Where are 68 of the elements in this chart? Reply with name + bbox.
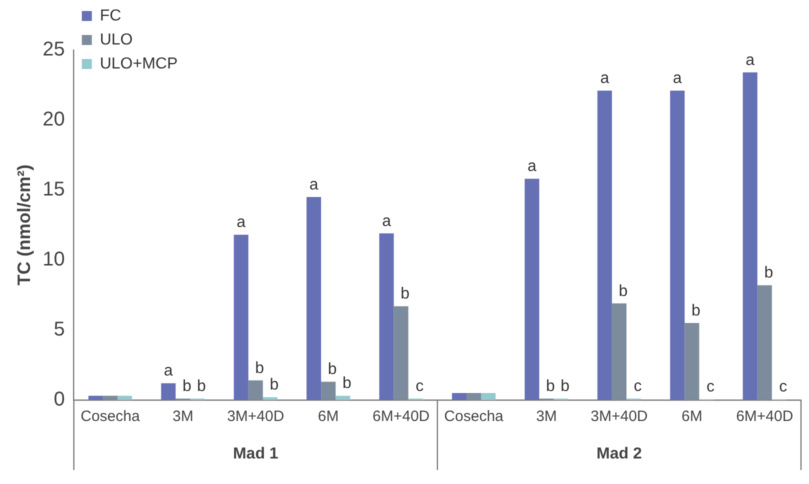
- data-label: b: [691, 302, 700, 320]
- bar: [234, 234, 248, 400]
- text: Mad 2: [596, 445, 642, 462]
- data-label: a: [672, 70, 682, 88]
- data-label: b: [618, 282, 628, 300]
- bar: [117, 396, 132, 400]
- x-tick-label: 6M: [682, 408, 702, 426]
- bar: [248, 380, 263, 400]
- legend-label: ULO+MCP: [100, 55, 178, 72]
- bar: [481, 393, 496, 400]
- legend-label: ULO: [100, 31, 133, 48]
- data-label: b: [400, 286, 410, 303]
- data-label: b: [328, 361, 337, 378]
- data-label: a: [600, 70, 610, 88]
- y-tick-label: 15: [42, 178, 65, 201]
- bar: [757, 285, 772, 400]
- y-tick-label: 0: [54, 388, 65, 411]
- bar: [161, 383, 176, 400]
- data-label: a: [382, 212, 392, 230]
- bar: [336, 396, 350, 400]
- y-axis-title: TC (nmol/cm²): [14, 164, 34, 286]
- data-label: a: [309, 176, 318, 194]
- bar: [597, 90, 612, 400]
- legend-label: FC: [100, 7, 122, 24]
- text: Mad 1: [232, 445, 278, 462]
- bar: [321, 382, 336, 400]
- bar: [306, 197, 322, 400]
- data-label: a: [236, 214, 246, 232]
- data-label: a: [164, 362, 173, 380]
- data-label: c: [634, 378, 642, 396]
- bar: [102, 396, 118, 400]
- data-label: a: [528, 158, 536, 176]
- data-label: b: [197, 378, 206, 396]
- x-tick-label: 6M: [318, 408, 339, 426]
- bar: [262, 397, 278, 400]
- data-label: c: [779, 378, 788, 396]
- data-label: b: [182, 378, 192, 396]
- x-tick-label: Cosecha: [444, 408, 504, 426]
- bar: [452, 393, 467, 400]
- bar: [742, 72, 758, 400]
- y-tick-label: 25: [42, 38, 65, 61]
- bar: [684, 323, 700, 400]
- x-tick-label: 6M+40D: [372, 408, 430, 426]
- bar: [394, 306, 408, 400]
- x-tick-label: Cosecha: [80, 408, 140, 426]
- x-tick-label: 6M+40D: [736, 408, 794, 426]
- x-tick-label: 3M: [172, 408, 194, 426]
- bar: [466, 393, 482, 400]
- data-label: b: [546, 378, 556, 396]
- data-label: a: [746, 52, 755, 69]
- data-label: b: [270, 376, 279, 394]
- data-label: b: [764, 264, 774, 282]
- data-label: c: [416, 378, 424, 396]
- x-tick-label: 3M+40D: [227, 408, 284, 426]
- bar: [379, 233, 394, 400]
- y-tick-label: 5: [54, 318, 65, 341]
- data-label: c: [706, 378, 714, 396]
- bar: [88, 396, 103, 400]
- y-tick-label: 10: [42, 248, 65, 271]
- bar: [524, 178, 540, 400]
- data-label: b: [560, 378, 570, 396]
- data-label: b: [342, 375, 352, 392]
- data-label: b: [255, 360, 264, 377]
- x-tick-label: 3M: [536, 408, 557, 426]
- bar: [670, 90, 685, 400]
- y-tick-label: 20: [42, 108, 65, 131]
- x-tick-label: 3M+40D: [590, 408, 648, 426]
- bar: [612, 303, 626, 400]
